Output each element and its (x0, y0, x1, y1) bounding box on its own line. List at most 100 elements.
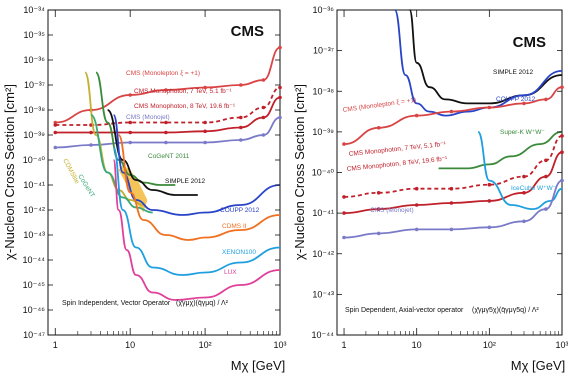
y-tick-label: 10⁻⁴⁴ (312, 330, 335, 340)
series-line-cms-monophoton-8-tev-19-6-fb (343, 151, 563, 214)
data-point (203, 140, 207, 145)
data-point (560, 178, 564, 183)
data-point (544, 158, 548, 163)
series-line-xenon100 (112, 146, 281, 276)
y-tick-label: 10⁻⁴⁶ (23, 305, 46, 315)
data-point (164, 130, 168, 135)
data-point (53, 120, 58, 125)
data-point (376, 207, 381, 211)
data-point (278, 85, 282, 90)
series-line-cms-monolepton-1 (55, 46, 281, 124)
left-panel-tag: CMS (231, 23, 264, 40)
data-point (522, 101, 526, 106)
data-point (128, 130, 132, 135)
data-point (203, 85, 207, 90)
curve-label-icecube-w-w: IceCube W⁺W⁻ (511, 185, 557, 192)
left-plot-frame (47, 9, 281, 336)
data-point (239, 125, 243, 130)
left-panel: 10⁻³⁴ 10⁻³⁵ 10⁻³⁶ 10⁻³⁷ 10⁻³⁸ 10⁻³⁹ 10⁻⁴⁰ 10⁻⁴¹… (2, 5, 287, 373)
data-point (449, 109, 454, 114)
x-tick-label: 1 (53, 340, 58, 350)
left-y-ticks: 10⁻³⁴ 10⁻³⁵ 10⁻³⁶ 10⁻³⁷ 10⁻³⁸ 10⁻³⁹ 10⁻⁴⁰ 10⁻⁴¹… (23, 5, 280, 340)
right-x-axis-title: Mχ [GeV] (511, 358, 566, 373)
data-point (376, 191, 381, 195)
series-line-cms-monolepton-1 (343, 86, 563, 145)
y-tick-label: 10⁻⁴¹ (23, 180, 45, 190)
data-point (89, 130, 93, 135)
curve-label-cms-monophoton-7-tev-5-1-fb: CMS Monophoton, 7 TeV, 5.1 fb⁻¹ (134, 88, 232, 95)
x-tick-label: 10³ (273, 340, 286, 350)
y-tick-label: 10⁻³⁹ (23, 130, 45, 140)
y-tick-label: 10⁻³⁶ (313, 5, 335, 15)
data-point (487, 199, 492, 203)
right-series-layer (342, 9, 564, 240)
series-line-cogent (90, 114, 153, 214)
curve-label-cms-monojet: CMS (Monojet) (370, 207, 414, 214)
data-point (342, 195, 346, 199)
data-point (53, 123, 58, 127)
x-tick-label: 10 (125, 340, 135, 350)
data-point (89, 143, 93, 147)
series-line-cms-monojet (343, 179, 563, 239)
data-point (203, 120, 207, 125)
data-point (128, 140, 132, 145)
data-point (487, 105, 492, 110)
data-point (544, 174, 548, 179)
data-point (239, 115, 243, 120)
curve-label-super-k-w-w: Super-K W⁺W⁻ (500, 129, 545, 136)
data-point (544, 97, 548, 102)
data-point (342, 211, 346, 215)
data-point (522, 219, 526, 224)
curve-label-cogent-2011: CoGeNT 2011 (148, 153, 190, 160)
series-line-super-k-w-w (438, 131, 563, 170)
data-point (560, 85, 564, 89)
series-line-cdms-ii (117, 134, 281, 241)
data-point (128, 93, 132, 97)
left-caption: Spin Independent, Vector Operator (62, 300, 171, 307)
data-point (342, 235, 346, 240)
right-y-ticks: 10⁻³⁶ 10⁻³⁷ 10⁻³⁸ 10⁻³⁹ 10⁻⁴⁰ 10⁻⁴¹ 10⁻⁴² 10⁻⁴³… (312, 5, 562, 340)
y-tick-label: 10⁻³⁷ (313, 46, 334, 56)
series-line-lux (112, 159, 281, 301)
y-tick-label: 10⁻³⁸ (312, 86, 334, 96)
data-point (164, 88, 168, 92)
curve-label-lux: LUX (224, 269, 237, 276)
data-point (376, 231, 381, 236)
curve-label-xenon100: XENON100 (222, 249, 256, 256)
y-tick-label: 10⁻⁴⁴ (23, 255, 46, 265)
data-point (53, 145, 58, 150)
data-point (261, 115, 266, 120)
data-point (278, 95, 282, 100)
data-point (203, 129, 207, 134)
curve-label-cms-monojet: CMS (Monojet) (126, 114, 170, 121)
x-tick-label: 10² (483, 340, 496, 350)
curve-label-coupp-2012: COUPP 2012 (220, 207, 260, 214)
curve-label-cdms-ii: CDMS II (222, 223, 247, 230)
data-point (544, 207, 548, 211)
left-caption-box: Spin Independent, Vector Operator (χ̄γμχ… (62, 300, 229, 307)
right-caption-box: Spin Dependent, Axial-vector operator (χ… (345, 307, 539, 314)
data-point (522, 174, 526, 179)
curve-label-coupp-2012: COUPP 2012 (496, 96, 536, 103)
y-tick-label: 10⁻⁴⁷ (23, 330, 45, 340)
data-point (487, 225, 492, 230)
curve-label-cms-monolepton-1: CMS (Monolepton ξ = +1) (126, 70, 200, 77)
y-tick-label: 10⁻³⁴ (23, 5, 45, 15)
series-line-coupp-2012 (393, 9, 563, 117)
data-point (342, 142, 346, 146)
y-tick-label: 10⁻³⁹ (312, 127, 334, 137)
data-point (487, 182, 492, 187)
y-tick-label: 10⁻³⁸ (23, 105, 45, 115)
data-point (414, 186, 419, 191)
left-y-axis-title: χ-Nucleon Cross Section [cm²] (2, 84, 17, 260)
data-point (278, 115, 282, 120)
y-tick-label: 10⁻⁴² (23, 205, 45, 215)
right-x-ticks: 1 10 10² 10³ (342, 10, 568, 350)
left-series-layer (53, 45, 282, 301)
data-point (414, 203, 419, 207)
data-point (239, 138, 243, 142)
data-point (53, 130, 58, 135)
data-point (560, 134, 564, 138)
